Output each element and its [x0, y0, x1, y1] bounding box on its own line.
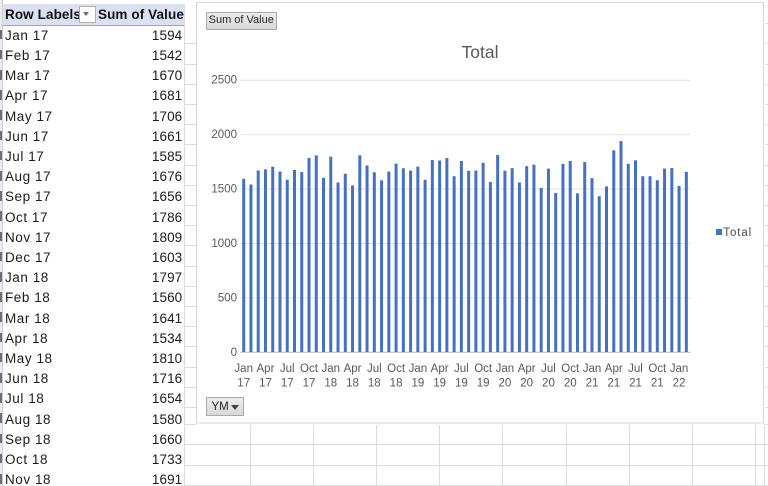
svg-text:17: 17 — [237, 378, 250, 390]
svg-text:1500: 1500 — [211, 184, 237, 196]
svg-text:Apr: Apr — [257, 363, 275, 375]
svg-text:Jan: Jan — [409, 363, 428, 375]
svg-text:18: 18 — [390, 378, 403, 390]
svg-text:Jan: Jan — [670, 363, 689, 375]
svg-text:Jan: Jan — [234, 363, 253, 375]
svg-text:Jul: Jul — [628, 363, 643, 375]
svg-text:21: 21 — [607, 378, 620, 390]
svg-text:19: 19 — [477, 378, 490, 390]
svg-text:1000: 1000 — [211, 238, 237, 250]
svg-text:17: 17 — [281, 378, 294, 390]
svg-text:Oct: Oct — [561, 363, 580, 375]
svg-text:0: 0 — [231, 347, 237, 359]
svg-text:22: 22 — [673, 378, 686, 390]
svg-text:Apr: Apr — [431, 363, 449, 375]
svg-text:Oct: Oct — [387, 363, 406, 375]
svg-text:17: 17 — [303, 378, 316, 390]
svg-text:21: 21 — [586, 378, 599, 390]
svg-text:18: 18 — [324, 378, 337, 390]
svg-text:Jan: Jan — [321, 363, 340, 375]
svg-text:Jul: Jul — [541, 363, 556, 375]
svg-text:Oct: Oct — [474, 363, 493, 375]
svg-text:17: 17 — [259, 378, 272, 390]
svg-text:Oct: Oct — [300, 363, 319, 375]
svg-text:18: 18 — [368, 378, 381, 390]
svg-text:21: 21 — [651, 378, 664, 390]
svg-text:19: 19 — [411, 378, 424, 390]
svg-text:Jul: Jul — [367, 363, 382, 375]
svg-text:21: 21 — [629, 378, 642, 390]
svg-text:Oct: Oct — [648, 363, 667, 375]
svg-text:Apr: Apr — [605, 363, 623, 375]
svg-text:2500: 2500 — [211, 75, 237, 87]
svg-text:18: 18 — [346, 378, 359, 390]
svg-text:Jan: Jan — [496, 363, 515, 375]
svg-text:2000: 2000 — [211, 129, 237, 141]
svg-text:19: 19 — [455, 378, 468, 390]
svg-text:Jan: Jan — [583, 363, 602, 375]
svg-text:Jul: Jul — [280, 363, 295, 375]
svg-text:20: 20 — [499, 378, 512, 390]
svg-text:Apr: Apr — [518, 363, 536, 375]
svg-text:20: 20 — [520, 378, 533, 390]
svg-text:500: 500 — [218, 292, 237, 304]
svg-text:Apr: Apr — [344, 363, 362, 375]
svg-text:20: 20 — [542, 378, 555, 390]
svg-text:20: 20 — [564, 378, 577, 390]
svg-text:19: 19 — [433, 378, 446, 390]
svg-text:Jul: Jul — [454, 363, 469, 375]
